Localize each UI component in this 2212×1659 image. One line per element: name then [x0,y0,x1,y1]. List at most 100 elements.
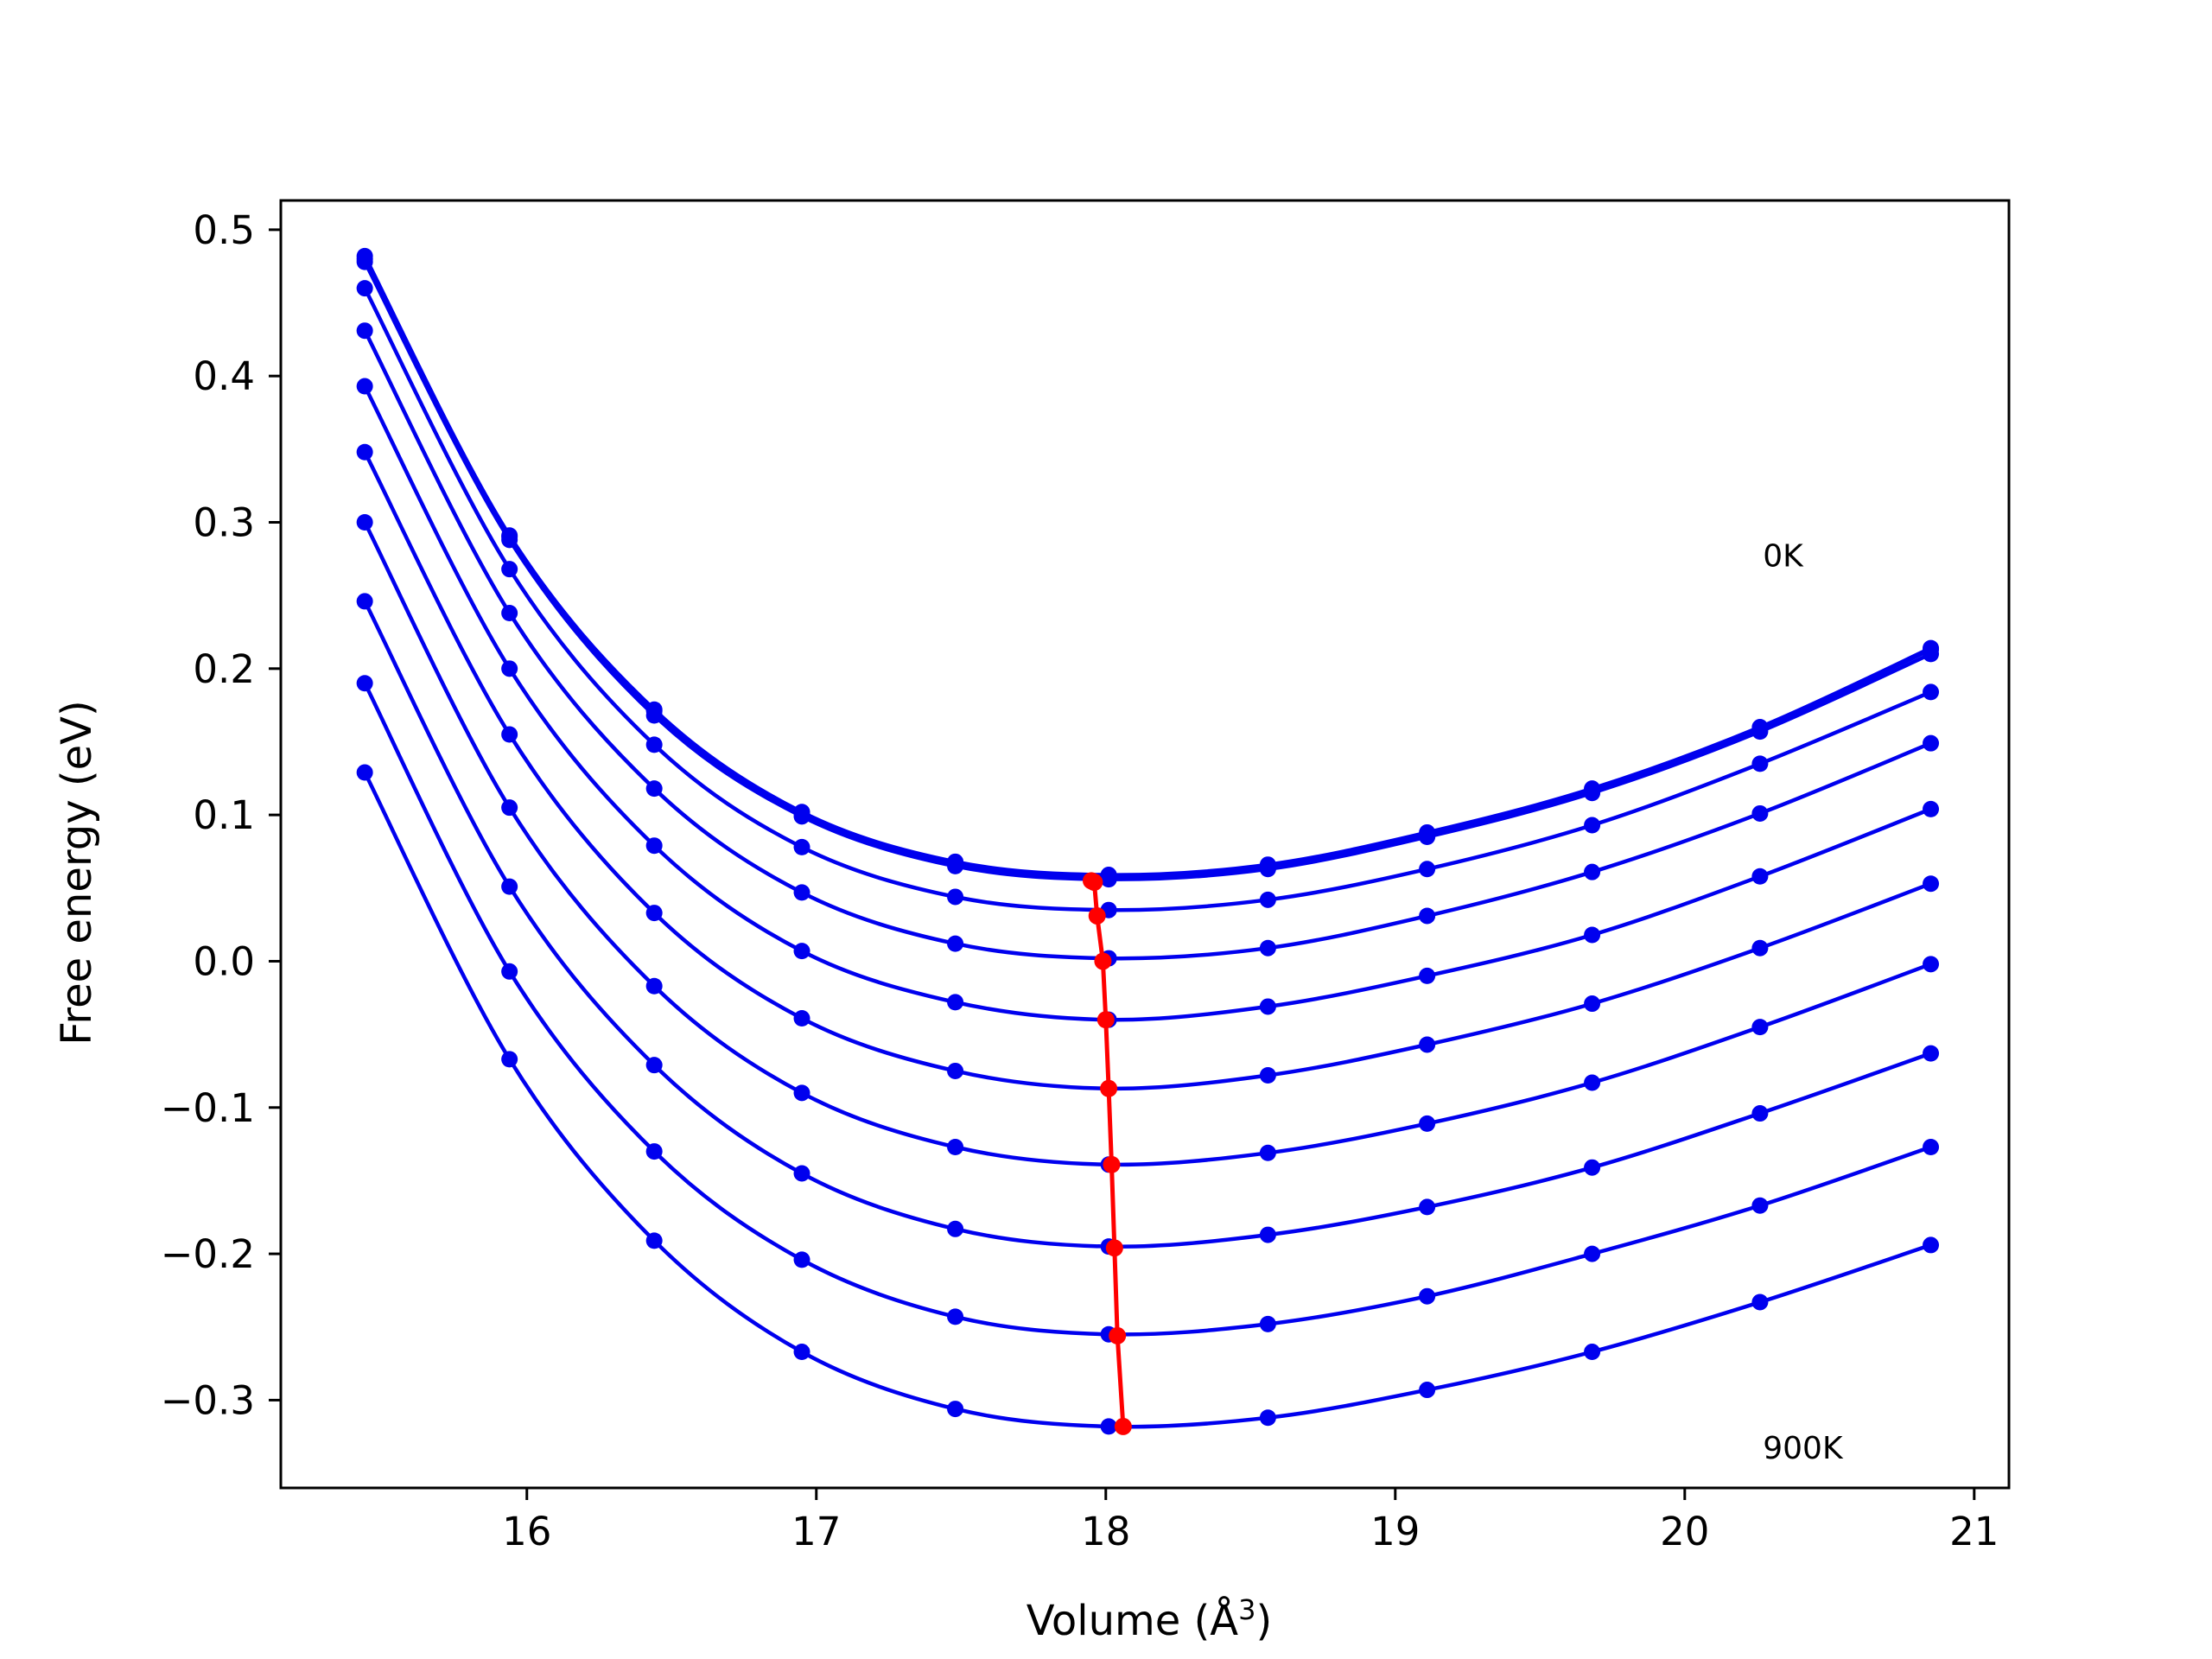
isotherm-point [645,1232,663,1249]
isotherm-point [645,977,663,995]
isotherm-point [1419,907,1436,925]
x-tick-label: 21 [1949,1509,1999,1554]
isotherm-line [363,287,1932,912]
isotherm-point [645,1057,663,1074]
isotherm-line [363,257,1932,879]
minimum-point [1088,906,1106,925]
isotherm-point [1751,1294,1769,1311]
isotherm-point [356,593,373,610]
isotherm-point [947,1062,964,1079]
isotherm-point [1584,1159,1601,1176]
isotherm-point [1584,926,1601,944]
isotherm-point [1584,1074,1601,1091]
isotherm-line [363,255,1932,877]
isotherm-point [1584,817,1601,834]
isotherm-point [501,726,518,743]
minimum-line [1090,879,1126,1427]
minimum-point [1100,1079,1118,1097]
isotherm-point [356,514,373,531]
isotherm-point [1259,861,1276,878]
x-tick-label: 19 [1370,1509,1420,1554]
y-tick-label: 0.1 [193,792,255,838]
isotherm-point [1923,645,1940,663]
isotherm-point [1259,939,1276,957]
isotherm-point [356,322,373,340]
x-axis-title: Volume (Å3) [1027,1593,1272,1645]
isotherm-point [793,1344,810,1361]
isotherm-point [1584,995,1601,1013]
isotherm-point [645,837,663,855]
isotherm-point [501,1051,518,1068]
isotherm-line [363,329,1932,961]
y-tick-label: −0.3 [161,1377,255,1423]
y-axis-title: Free energy (eV) [53,700,101,1045]
minimum-point [1105,1239,1123,1257]
isotherm-point [793,1009,810,1027]
isotherm-line [363,521,1932,1167]
isotherm-point [947,1220,964,1237]
isotherm-point [1584,863,1601,880]
isotherm-point [1419,967,1436,984]
isotherm-point [1751,804,1769,822]
isotherm-point [1100,871,1117,888]
isotherm-point [1751,755,1769,772]
isotherm-point [1923,734,1940,752]
minimum-point [1096,1011,1115,1029]
isotherm-line [363,600,1932,1249]
plot-frame [279,199,2011,1490]
x-axis-title-sup: 3 [1238,1593,1255,1626]
isotherm-point [501,531,518,549]
isotherm-point [1419,829,1436,846]
isotherm-point [1751,939,1769,957]
isotherm-point [947,857,964,874]
isotherm-point [501,660,518,677]
isotherm-point [947,888,964,906]
isotherm-point [356,443,373,461]
minimum-point [1114,1417,1132,1435]
y-tick-label: 0.4 [193,353,255,399]
isotherm-point [947,1401,964,1418]
isotherm-point [645,780,663,798]
isotherm-point [1100,1418,1117,1435]
isotherm-point [1259,1226,1276,1243]
x-axis-title-text: Volume (Å [1027,1596,1239,1645]
isotherm-point [356,675,373,692]
isotherm-point [1923,1045,1940,1062]
isotherm-point [793,838,810,855]
isotherm-point [356,253,373,270]
isotherm-point [793,943,810,960]
minimum-point [1094,952,1112,970]
annotation-label: 900K [1763,1431,1844,1466]
isotherm-point [793,1251,810,1268]
isotherm-point [501,799,518,817]
isotherm-point [1419,1115,1436,1132]
isotherm-point [1923,1236,1940,1254]
isotherm-point [1584,1245,1601,1262]
isotherm-line [363,451,1932,1091]
isotherm-point [1751,1197,1769,1214]
isotherm-point [793,1084,810,1102]
isotherm-point [1584,785,1601,802]
isotherm-point [793,808,810,825]
isotherm-point [1419,1287,1436,1305]
x-tick-label: 20 [1660,1509,1709,1554]
isotherm-point [1419,861,1436,878]
isotherm-point [356,280,373,297]
isotherm-point [356,764,373,781]
minimum-point [1103,1155,1121,1173]
isotherm-point [1259,1144,1276,1161]
isotherm-point [1259,1409,1276,1427]
svg-text:Volume (Å3): Volume (Å3) [1027,1593,1272,1645]
isotherm-point [947,1138,964,1155]
isotherm-point [501,561,518,578]
isotherm-point [501,963,518,980]
x-tick-label: 16 [502,1509,551,1554]
isotherm-point [1751,868,1769,885]
isotherm-point [1751,723,1769,741]
isotherm-point [1923,875,1940,893]
isotherm-point [645,905,663,922]
x-tick-label: 17 [791,1509,841,1554]
isotherm-line [363,261,1932,881]
isotherm-point [645,1143,663,1160]
